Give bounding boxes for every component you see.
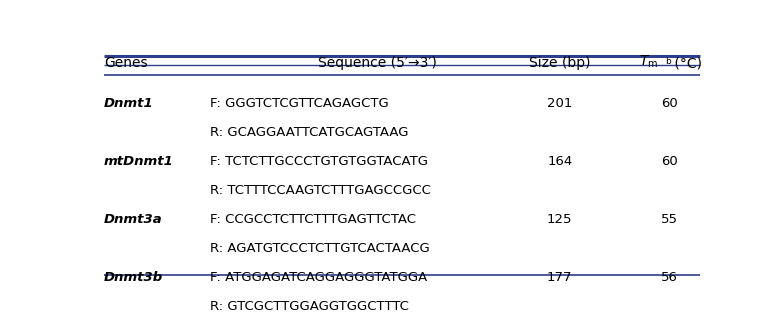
- Text: b: b: [665, 57, 670, 66]
- Text: F: GGGTCTCGTTCAGAGCTG: F: GGGTCTCGTTCAGAGCTG: [210, 97, 389, 110]
- Text: Sequence (5′→3′): Sequence (5′→3′): [318, 56, 437, 70]
- Text: Genes: Genes: [104, 56, 147, 70]
- Text: 201: 201: [547, 97, 572, 110]
- Text: R: AGATGTCCCTCTTGTCACTAACG: R: AGATGTCCCTCTTGTCACTAACG: [210, 242, 430, 255]
- Text: (°C): (°C): [670, 56, 702, 70]
- Text: 56: 56: [661, 271, 677, 284]
- Text: F: CCGCCTCTTCTTTGAGTTCTAC: F: CCGCCTCTTCTTTGAGTTCTAC: [210, 213, 416, 226]
- Text: Dnmt3a: Dnmt3a: [104, 213, 163, 226]
- Text: mtDnmt1: mtDnmt1: [104, 155, 174, 168]
- Text: F: ATGGAGATCAGGAGGGTATGGA: F: ATGGAGATCAGGAGGGTATGGA: [210, 271, 427, 284]
- Text: Dnmt1: Dnmt1: [104, 97, 154, 110]
- Text: 164: 164: [547, 155, 572, 168]
- Text: $\mathit{T}_\mathrm{m}$: $\mathit{T}_\mathrm{m}$: [639, 54, 658, 70]
- Text: R: GTCGCTTGGAGGTGGCTTTC: R: GTCGCTTGGAGGTGGCTTTC: [210, 300, 409, 313]
- Text: F: TCTCTTGCCCTGTGTGGTACATG: F: TCTCTTGCCCTGTGTGGTACATG: [210, 155, 428, 168]
- Text: Size (bp): Size (bp): [529, 56, 590, 70]
- Text: 60: 60: [661, 97, 677, 110]
- Text: R: TCTTTCCAAGTCTTTGAGCCGCC: R: TCTTTCCAAGTCTTTGAGCCGCC: [210, 184, 431, 197]
- Text: 55: 55: [661, 213, 677, 226]
- Text: 177: 177: [547, 271, 572, 284]
- Text: 125: 125: [547, 213, 572, 226]
- Text: 60: 60: [661, 155, 677, 168]
- Text: R: GCAGGAATTCATGCAGTAAG: R: GCAGGAATTCATGCAGTAAG: [210, 126, 409, 139]
- Text: Dnmt3b: Dnmt3b: [104, 271, 163, 284]
